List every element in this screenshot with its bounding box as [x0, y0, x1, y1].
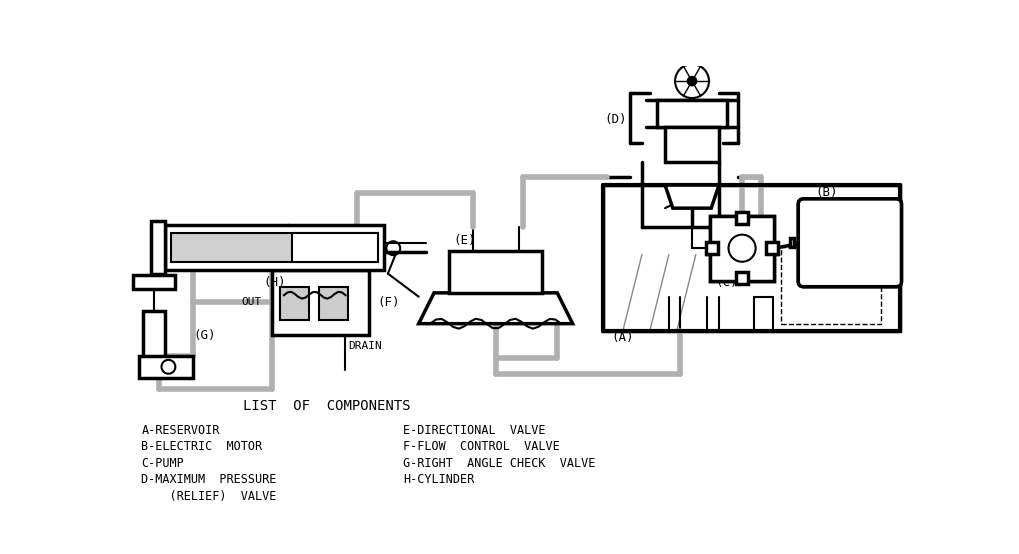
- Text: (D): (D): [604, 113, 627, 126]
- FancyBboxPatch shape: [798, 199, 902, 287]
- Text: A-RESERVOIR: A-RESERVOIR: [142, 424, 220, 437]
- Bar: [737, 213, 748, 224]
- Polygon shape: [449, 250, 542, 293]
- Text: (G): (G): [193, 329, 216, 342]
- Bar: [140, 356, 193, 378]
- Text: (RELIEF)  VALVE: (RELIEF) VALVE: [142, 490, 277, 503]
- Text: F-FLOW  CONTROL  VALVE: F-FLOW CONTROL VALVE: [404, 440, 560, 453]
- Bar: [736, 212, 748, 224]
- Text: IN: IN: [301, 249, 314, 259]
- Text: (A): (A): [611, 331, 634, 345]
- Bar: [736, 272, 748, 284]
- Bar: [737, 272, 748, 283]
- Text: DRAIN: DRAIN: [348, 341, 382, 351]
- Bar: [603, 185, 900, 331]
- Bar: [709, 216, 774, 280]
- Bar: [657, 100, 727, 127]
- Bar: [143, 311, 165, 361]
- Text: (E): (E): [453, 234, 476, 247]
- Bar: [766, 242, 779, 254]
- Bar: [291, 233, 378, 262]
- Bar: [151, 221, 165, 274]
- Text: LIST  OF  COMPONENTS: LIST OF COMPONENTS: [243, 399, 410, 413]
- Text: OUT: OUT: [242, 297, 262, 307]
- Polygon shape: [419, 293, 573, 324]
- Text: H-CYLINDER: H-CYLINDER: [404, 474, 475, 486]
- Bar: [707, 243, 718, 254]
- Polygon shape: [665, 185, 719, 208]
- Bar: [766, 243, 776, 254]
- Bar: [133, 275, 174, 289]
- Text: (C): (C): [715, 276, 738, 289]
- Circle shape: [688, 76, 697, 86]
- Text: D-MAXIMUM  PRESSURE: D-MAXIMUM PRESSURE: [142, 474, 277, 486]
- Text: B-ELECTRIC  MOTOR: B-ELECTRIC MOTOR: [142, 440, 263, 453]
- Bar: [272, 270, 369, 335]
- Text: (H): (H): [263, 276, 285, 289]
- Bar: [319, 288, 347, 320]
- Text: C-PUMP: C-PUMP: [142, 457, 184, 470]
- Bar: [790, 238, 795, 248]
- Text: G-RIGHT  ANGLE CHECK  VALVE: G-RIGHT ANGLE CHECK VALVE: [404, 457, 596, 470]
- Bar: [171, 233, 378, 262]
- Bar: [165, 225, 384, 270]
- Bar: [665, 127, 719, 162]
- Bar: [706, 242, 718, 254]
- FancyBboxPatch shape: [798, 199, 902, 287]
- Text: (F): (F): [378, 296, 400, 309]
- Text: E-DIRECTIONAL  VALVE: E-DIRECTIONAL VALVE: [404, 424, 546, 437]
- Bar: [781, 247, 880, 324]
- Bar: [280, 288, 310, 320]
- Bar: [709, 216, 774, 280]
- Text: (B): (B): [815, 186, 838, 199]
